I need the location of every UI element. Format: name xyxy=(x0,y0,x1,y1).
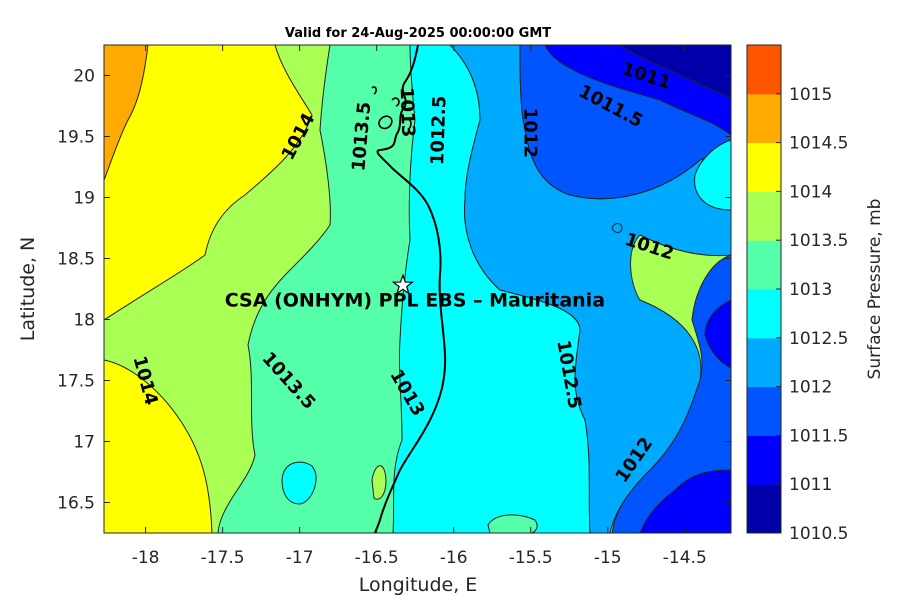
colorbar-tick-label: 1011 xyxy=(789,475,832,495)
x-tick-label: -16.5 xyxy=(355,548,399,568)
band-1011-5-east xyxy=(611,254,731,533)
band-1014-5 xyxy=(104,45,149,181)
colorbar-tick-label: 1010.5 xyxy=(789,524,848,544)
y-tick-label: 18.5 xyxy=(57,250,95,270)
band-1012-small-dot xyxy=(611,223,623,233)
band-1012-5-east-patch xyxy=(694,139,731,211)
plot-frame xyxy=(103,44,732,534)
x-axis-ticks: -18 -17.5 -17 -16.5 -16 -15.5 -15 -14.5 xyxy=(132,45,707,568)
band-1011-east xyxy=(704,299,731,369)
colorbar-swatch xyxy=(747,191,781,241)
coastline xyxy=(374,45,447,533)
station-star-icon xyxy=(391,273,415,295)
colorbar-tick-label: 1015 xyxy=(789,85,832,105)
x-tick-label: -15 xyxy=(594,548,622,568)
x-tick-label: -18 xyxy=(132,548,160,568)
contour-label: 1012 xyxy=(520,108,541,158)
band-1014-west xyxy=(104,45,313,321)
colorbar: 1010.5 1011 1011.5 1012 1012.5 1013 1013.5 1014… xyxy=(746,44,848,544)
colorbar-swatch xyxy=(747,337,781,388)
band-1014-southwest xyxy=(104,359,213,533)
x-tick-label: -17 xyxy=(286,548,314,568)
colorbar-label: Surface Pressure, mb xyxy=(865,199,885,380)
x-tick-label: -15.5 xyxy=(509,548,553,568)
colorbar-tick-label: 1012.5 xyxy=(789,329,848,349)
band-1012-5-small-island xyxy=(281,461,317,505)
y-tick-label: 18 xyxy=(73,311,95,331)
x-tick-label: -16 xyxy=(440,548,468,568)
y-axis-ticks: 16.5 17 17.5 18 18.5 19 19.5 20 xyxy=(57,67,731,514)
colorbar-swatch xyxy=(747,240,781,290)
colorbar-tick-label: 1014.5 xyxy=(789,134,848,154)
coastline-islands xyxy=(371,86,412,131)
colorbar-tick-label: 1012 xyxy=(789,378,832,398)
y-tick-label: 17 xyxy=(73,433,95,453)
colorbar-swatch xyxy=(747,484,781,534)
band-1010-5-north xyxy=(619,45,731,99)
colorbar-swatch xyxy=(747,45,781,95)
x-tick-label: -14.5 xyxy=(663,548,707,568)
colorbar-tick-label: 1013 xyxy=(789,280,832,300)
colorbar-tick-label: 1011.5 xyxy=(789,426,848,446)
y-tick-label: 19 xyxy=(73,189,95,209)
colorbar-swatch xyxy=(747,386,781,436)
colorbar-swatch xyxy=(747,142,781,192)
x-axis-label: Longitude, E xyxy=(359,574,478,596)
y-axis-label: Latitude, N xyxy=(17,237,39,342)
x-tick-label: -17.5 xyxy=(201,548,245,568)
contour-fill-layer xyxy=(104,45,731,533)
band-1013-5-small-island xyxy=(371,465,387,500)
y-tick-label: 17.5 xyxy=(57,372,95,392)
band-1011-southeast xyxy=(639,469,731,533)
contour-label: 1012.5 xyxy=(427,95,450,165)
colorbar-swatch xyxy=(747,289,781,339)
colorbar-tick-label: 1014 xyxy=(789,182,832,202)
colorbar-tick-label: 1013.5 xyxy=(789,231,848,251)
colorbar-swatch xyxy=(747,93,781,144)
colorbar-swatch xyxy=(747,435,781,485)
chart-title: Valid for 24-Aug-2025 00:00:00 GMT xyxy=(285,26,551,41)
station-label: CSA (ONHYM) PPL EBS – Mauritania xyxy=(225,289,605,311)
contour-label: 1013 xyxy=(396,87,419,138)
y-tick-label: 20 xyxy=(73,67,95,87)
y-tick-label: 19.5 xyxy=(57,128,95,148)
y-tick-label: 16.5 xyxy=(57,494,95,514)
